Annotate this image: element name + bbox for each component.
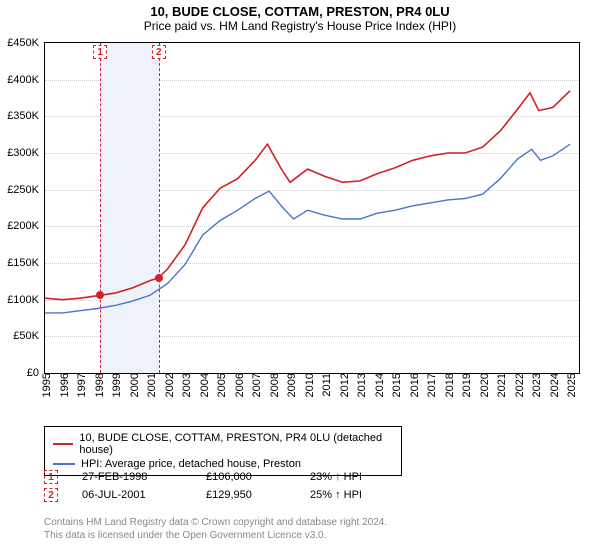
- x-tick-label: 2011: [317, 373, 333, 397]
- transaction-delta: 25% ↑ HPI: [310, 489, 362, 501]
- y-tick-label: £450K: [7, 37, 45, 49]
- x-tick-label: 2001: [142, 373, 158, 397]
- transaction-price: £106,000: [206, 471, 286, 483]
- transaction-row: 2 06-JUL-2001 £129,950 25% ↑ HPI: [44, 486, 362, 504]
- chart-container: 10, BUDE CLOSE, COTTAM, PRESTON, PR4 0LU…: [0, 0, 600, 560]
- y-tick-label: £250K: [7, 184, 45, 196]
- x-tick-label: 2019: [457, 373, 473, 397]
- y-tick-label: £350K: [7, 110, 45, 122]
- legend-swatch: [53, 443, 73, 445]
- transaction-date: 27-FEB-1998: [82, 471, 182, 483]
- marker-box: 2: [152, 45, 166, 59]
- y-tick-label: £100K: [7, 294, 45, 306]
- transaction-row: 1 27-FEB-1998 £106,000 23% ↑ HPI: [44, 468, 362, 486]
- transaction-marker: 1: [44, 470, 58, 484]
- x-tick-label: 2003: [177, 373, 193, 397]
- x-tick-label: 2015: [387, 373, 403, 397]
- x-tick-label: 2016: [405, 373, 421, 397]
- x-tick-label: 2025: [562, 373, 578, 397]
- x-tick-label: 2014: [370, 373, 386, 397]
- x-tick-label: 1995: [37, 373, 53, 397]
- legend-label: 10, BUDE CLOSE, COTTAM, PRESTON, PR4 0LU…: [79, 432, 393, 456]
- x-tick-label: 2002: [160, 373, 176, 397]
- transaction-date: 06-JUL-2001: [82, 489, 182, 501]
- x-tick-label: 2005: [212, 373, 228, 397]
- x-tick-label: 2009: [282, 373, 298, 397]
- legend-item: 10, BUDE CLOSE, COTTAM, PRESTON, PR4 0LU…: [53, 431, 393, 457]
- x-tick-label: 2024: [545, 373, 561, 397]
- series-line: [45, 91, 570, 300]
- footer-line-1: Contains HM Land Registry data © Crown c…: [44, 516, 387, 529]
- x-tick-label: 2006: [230, 373, 246, 397]
- transaction-marker: 2: [44, 488, 58, 502]
- marker-dot: [155, 274, 163, 282]
- footer-line-2: This data is licensed under the Open Gov…: [44, 529, 387, 542]
- x-tick-label: 2018: [440, 373, 456, 397]
- x-tick-label: 2013: [352, 373, 368, 397]
- transaction-price: £129,950: [206, 489, 286, 501]
- x-tick-label: 2022: [510, 373, 526, 397]
- x-tick-label: 2007: [247, 373, 263, 397]
- footer-attribution: Contains HM Land Registry data © Crown c…: [44, 516, 387, 542]
- transactions-table: 1 27-FEB-1998 £106,000 23% ↑ HPI 2 06-JUL-200…: [44, 468, 362, 504]
- chart-title: 10, BUDE CLOSE, COTTAM, PRESTON, PR4 0LU: [0, 0, 600, 19]
- x-tick-label: 2010: [300, 373, 316, 397]
- x-tick-label: 2023: [527, 373, 543, 397]
- x-tick-label: 2021: [492, 373, 508, 397]
- x-tick-label: 2012: [335, 373, 351, 397]
- y-tick-label: £300K: [7, 147, 45, 159]
- x-tick-label: 2000: [125, 373, 141, 397]
- x-tick-label: 2017: [422, 373, 438, 397]
- x-tick-label: 1997: [72, 373, 88, 397]
- x-tick-label: 2004: [195, 373, 211, 397]
- y-tick-label: £50K: [13, 330, 45, 342]
- chart-subtitle: Price paid vs. HM Land Registry's House …: [0, 19, 600, 33]
- marker-dot: [96, 291, 104, 299]
- x-tick-label: 1998: [90, 373, 106, 397]
- plot-area: £0£50K£100K£150K£200K£250K£300K£350K£400…: [44, 42, 580, 374]
- y-tick-label: £200K: [7, 220, 45, 232]
- x-tick-label: 2008: [265, 373, 281, 397]
- transaction-delta: 23% ↑ HPI: [310, 471, 362, 483]
- series-svg: [45, 43, 579, 373]
- x-tick-label: 2020: [475, 373, 491, 397]
- y-tick-label: £150K: [7, 257, 45, 269]
- x-tick-label: 1996: [55, 373, 71, 397]
- legend-swatch: [53, 463, 75, 465]
- marker-box: 1: [93, 45, 107, 59]
- x-tick-label: 1999: [107, 373, 123, 397]
- y-tick-label: £400K: [7, 74, 45, 86]
